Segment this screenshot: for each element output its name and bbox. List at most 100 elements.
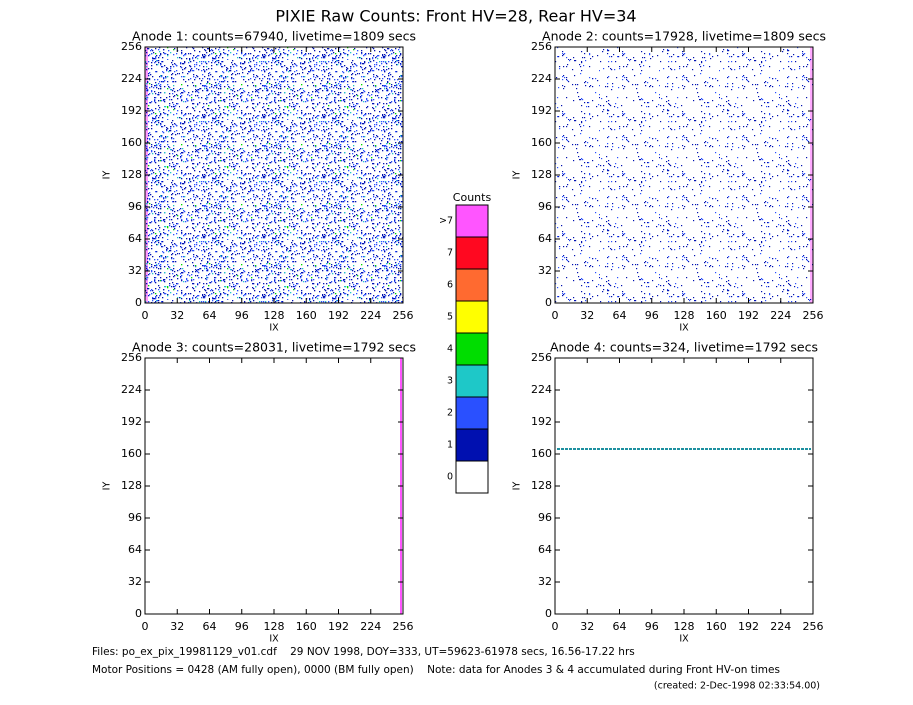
y-tick-label: 64 [538, 543, 552, 556]
y-tick-label: 160 [531, 447, 552, 460]
y-tick-label: 0 [135, 296, 142, 309]
colorbar-swatch [455, 332, 489, 366]
x-tick-label: 224 [360, 620, 381, 633]
x-tick-label: 64 [613, 620, 627, 633]
panel-title: Anode 1: counts=67940, livetime=1809 sec… [132, 29, 416, 44]
colorbar-swatch [455, 396, 489, 430]
x-tick-label: 64 [203, 620, 217, 633]
x-tick-label: 96 [235, 309, 249, 322]
x-tick-label: 192 [328, 620, 349, 633]
colorbar-label: 6 [447, 280, 453, 291]
y-tick-label: 160 [121, 447, 142, 460]
y-tick-label: 64 [128, 543, 142, 556]
y-tick-label: 224 [531, 383, 552, 396]
y-tick-label: 128 [531, 479, 552, 492]
x-tick-label: 192 [328, 309, 349, 322]
x-tick-label: 32 [580, 309, 594, 322]
footer-motor: Motor Positions = 0428 (AM fully open), … [92, 664, 780, 676]
x-tick-label: 0 [552, 620, 559, 633]
y-axis-label: IY [102, 171, 113, 180]
x-axis-label: IX [269, 323, 279, 334]
panel-title: Anode 3: counts=28031, livetime=1792 sec… [132, 340, 416, 355]
x-tick-label: 224 [360, 309, 381, 322]
x-tick-label: 160 [706, 309, 727, 322]
x-tick-label: 160 [296, 620, 317, 633]
colorbar-label: 3 [447, 376, 453, 387]
y-tick-label: 0 [135, 607, 142, 620]
y-tick-label: 32 [538, 575, 552, 588]
x-tick-label: 160 [706, 620, 727, 633]
x-tick-label: 128 [264, 620, 285, 633]
x-tick-label: 256 [393, 309, 414, 322]
colorbar-label: 2 [447, 408, 453, 419]
y-tick-label: 0 [545, 607, 552, 620]
y-tick-label: 32 [538, 264, 552, 277]
x-tick-label: 224 [770, 620, 791, 633]
x-tick-label: 256 [803, 620, 824, 633]
x-axis-label: IX [269, 634, 279, 645]
y-tick-label: 192 [531, 104, 552, 117]
colorbar-swatch [455, 428, 489, 462]
footer-created: (created: 2-Dec-1998 02:33:54.00) [654, 681, 820, 692]
y-tick-label: 256 [531, 351, 552, 364]
chart-title: PIXIE Raw Counts: Front HV=28, Rear HV=3… [275, 7, 636, 26]
y-tick-label: 64 [538, 232, 552, 245]
colorbar-swatch [455, 460, 489, 494]
x-tick-label: 128 [264, 309, 285, 322]
plot-frame [144, 357, 404, 615]
x-tick-label: 64 [613, 309, 627, 322]
y-tick-label: 224 [121, 72, 142, 85]
y-tick-label: 224 [531, 72, 552, 85]
y-tick-label: 96 [128, 511, 142, 524]
colorbar-swatch [455, 364, 489, 398]
y-tick-label: 192 [531, 415, 552, 428]
y-tick-label: 256 [121, 351, 142, 364]
y-tick-label: 160 [531, 136, 552, 149]
x-tick-label: 96 [645, 620, 659, 633]
x-tick-label: 224 [770, 309, 791, 322]
y-tick-label: 128 [121, 479, 142, 492]
y-tick-label: 128 [121, 168, 142, 181]
colorbar-label: 4 [447, 344, 453, 355]
x-tick-label: 128 [674, 309, 695, 322]
y-tick-label: 32 [128, 575, 142, 588]
x-tick-label: 0 [552, 309, 559, 322]
x-tick-label: 256 [803, 309, 824, 322]
x-tick-label: 32 [170, 620, 184, 633]
colorbar-title: Counts [453, 191, 492, 204]
footer-files: Files: po_ex_pix_19981129_v01.cdf 29 NOV… [92, 646, 635, 658]
colorbar-label: >7 [439, 216, 453, 227]
y-tick-label: 128 [531, 168, 552, 181]
colorbar-swatch [455, 204, 489, 238]
y-tick-label: 32 [128, 264, 142, 277]
panel-title: Anode 2: counts=17928, livetime=1809 sec… [542, 29, 826, 44]
colorbar-swatch [455, 268, 489, 302]
x-tick-label: 256 [393, 620, 414, 633]
x-tick-label: 0 [142, 309, 149, 322]
y-tick-label: 0 [545, 296, 552, 309]
x-axis-label: IX [679, 323, 689, 334]
colorbar-label: 5 [447, 312, 453, 323]
y-tick-label: 224 [121, 383, 142, 396]
y-tick-label: 256 [121, 40, 142, 53]
y-tick-label: 96 [538, 511, 552, 524]
x-tick-label: 192 [738, 620, 759, 633]
y-tick-label: 256 [531, 40, 552, 53]
y-axis-label: IY [512, 171, 523, 180]
y-axis-label: IY [102, 482, 113, 491]
colorbar-swatch [455, 300, 489, 334]
y-tick-label: 96 [128, 200, 142, 213]
colorbar-label: 7 [447, 248, 453, 259]
image [555, 47, 813, 303]
plot-frame [554, 357, 814, 615]
x-tick-label: 192 [738, 309, 759, 322]
x-tick-label: 96 [645, 309, 659, 322]
colorbar-swatch [455, 236, 489, 270]
colorbar-label: 0 [447, 472, 453, 483]
y-tick-label: 192 [121, 415, 142, 428]
x-tick-label: 96 [235, 620, 249, 633]
y-tick-label: 160 [121, 136, 142, 149]
image [145, 47, 403, 303]
